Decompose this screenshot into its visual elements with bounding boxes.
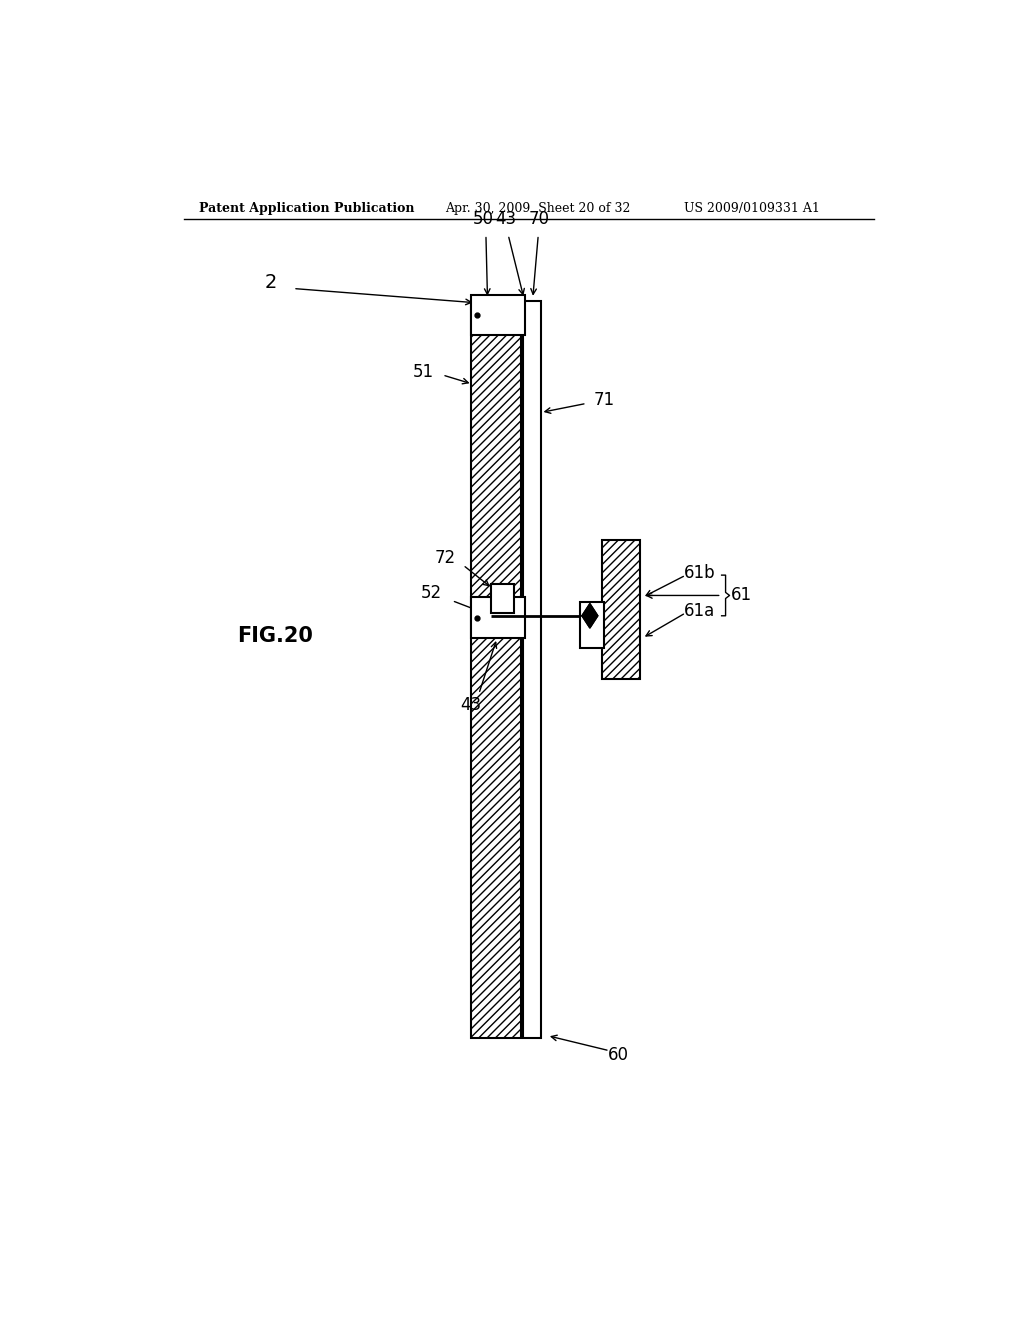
Text: 51: 51 — [413, 363, 434, 381]
Bar — [492, 585, 514, 612]
Bar — [523, 301, 541, 1038]
Text: Apr. 30, 2009  Sheet 20 of 32: Apr. 30, 2009 Sheet 20 of 32 — [445, 202, 631, 215]
Bar — [471, 598, 524, 638]
Text: 43: 43 — [460, 696, 481, 714]
Text: 71: 71 — [594, 391, 614, 409]
Text: Patent Application Publication: Patent Application Publication — [200, 202, 415, 215]
Text: US 2009/0109331 A1: US 2009/0109331 A1 — [684, 202, 819, 215]
Text: 61a: 61a — [684, 602, 715, 619]
Polygon shape — [582, 603, 598, 628]
Text: 43: 43 — [496, 210, 516, 227]
Text: 72: 72 — [435, 549, 456, 566]
Text: FIG.20: FIG.20 — [237, 626, 312, 645]
Bar — [581, 602, 604, 648]
Text: 2: 2 — [264, 273, 278, 292]
Text: 70: 70 — [528, 210, 550, 227]
Text: 52: 52 — [421, 585, 441, 602]
Text: 61: 61 — [731, 586, 753, 605]
Bar — [471, 294, 524, 335]
Bar — [471, 301, 521, 1038]
Text: 60: 60 — [608, 1045, 629, 1064]
Text: 50: 50 — [473, 210, 494, 227]
Bar — [602, 540, 640, 678]
Text: 61b: 61b — [684, 564, 715, 582]
